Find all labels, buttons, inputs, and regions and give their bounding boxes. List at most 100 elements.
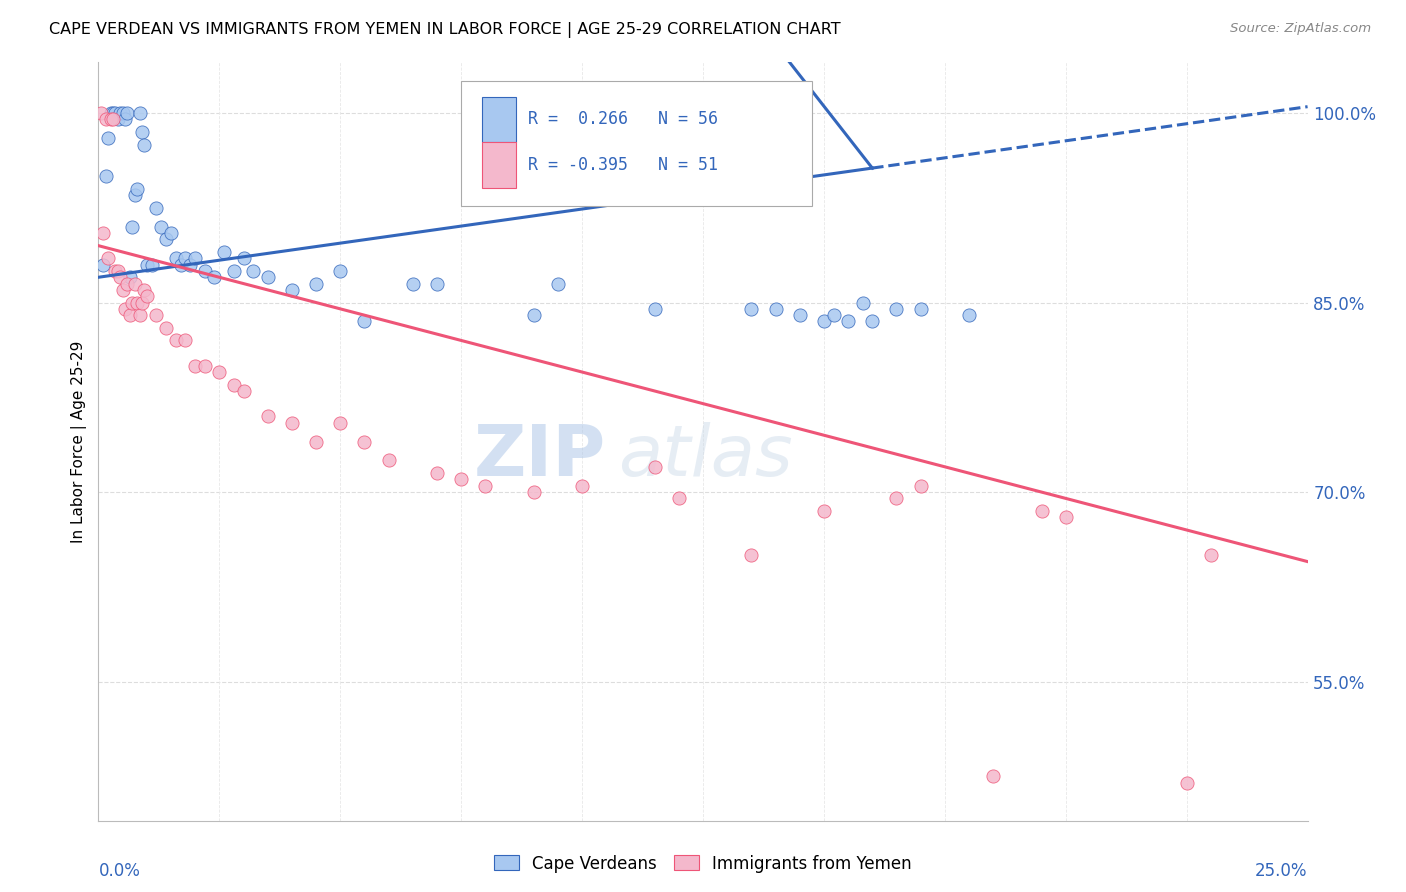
Point — [104, 264, 127, 278]
Point — [121, 295, 143, 310]
Point — [813, 504, 835, 518]
Point — [194, 264, 217, 278]
Point — [886, 301, 908, 316]
Point — [571, 479, 593, 493]
Point — [1175, 776, 1198, 790]
Point — [474, 479, 496, 493]
Point — [981, 769, 1004, 783]
Point — [184, 252, 207, 266]
Point — [281, 283, 304, 297]
Point — [765, 301, 787, 316]
Point — [547, 277, 569, 291]
Point — [134, 137, 156, 152]
Y-axis label: In Labor Force | Age 25-29: In Labor Force | Age 25-29 — [72, 341, 87, 542]
Legend: Cape Verdeans, Immigrants from Yemen: Cape Verdeans, Immigrants from Yemen — [488, 848, 918, 880]
Point — [90, 106, 112, 120]
Point — [256, 409, 278, 424]
Point — [127, 182, 149, 196]
Point — [111, 106, 134, 120]
Point — [1199, 548, 1222, 563]
Point — [523, 308, 546, 322]
Text: 25.0%: 25.0% — [1256, 863, 1308, 880]
FancyBboxPatch shape — [482, 142, 516, 187]
Point — [135, 289, 157, 303]
Point — [150, 219, 173, 234]
Point — [118, 308, 141, 322]
Point — [184, 359, 207, 373]
Point — [1031, 504, 1053, 518]
Point — [145, 308, 167, 322]
Point — [128, 106, 150, 120]
Point — [100, 106, 122, 120]
Point — [141, 258, 163, 272]
Point — [107, 112, 129, 127]
Point — [740, 301, 762, 316]
Point — [426, 466, 449, 480]
Point — [94, 112, 117, 127]
Point — [823, 308, 845, 322]
Point — [668, 491, 690, 506]
Point — [135, 258, 157, 272]
Point — [118, 270, 141, 285]
Point — [97, 131, 120, 145]
Point — [104, 106, 127, 120]
Point — [222, 264, 245, 278]
Point — [111, 283, 134, 297]
Point — [222, 377, 245, 392]
Point — [100, 112, 122, 127]
Point — [860, 314, 883, 328]
Point — [114, 112, 136, 127]
Text: Source: ZipAtlas.com: Source: ZipAtlas.com — [1230, 22, 1371, 36]
Point — [155, 321, 177, 335]
Point — [212, 244, 235, 259]
Text: R = -0.395   N = 51: R = -0.395 N = 51 — [527, 156, 717, 174]
FancyBboxPatch shape — [461, 81, 811, 207]
Point — [957, 308, 980, 322]
Point — [108, 106, 131, 120]
Point — [813, 314, 835, 328]
Point — [128, 308, 150, 322]
Text: CAPE VERDEAN VS IMMIGRANTS FROM YEMEN IN LABOR FORCE | AGE 25-29 CORRELATION CHA: CAPE VERDEAN VS IMMIGRANTS FROM YEMEN IN… — [49, 22, 841, 38]
Point — [789, 308, 811, 322]
Point — [644, 459, 666, 474]
Point — [117, 106, 139, 120]
Point — [232, 252, 254, 266]
Point — [124, 277, 146, 291]
Point — [232, 384, 254, 398]
Point — [131, 125, 153, 139]
Point — [281, 416, 304, 430]
Point — [97, 252, 120, 266]
Point — [165, 334, 187, 348]
Point — [305, 277, 328, 291]
Point — [305, 434, 328, 449]
Text: R =  0.266   N = 56: R = 0.266 N = 56 — [527, 111, 717, 128]
Point — [91, 258, 114, 272]
Point — [256, 270, 278, 285]
Point — [108, 270, 131, 285]
Text: 0.0%: 0.0% — [98, 863, 141, 880]
Point — [837, 314, 859, 328]
Point — [740, 548, 762, 563]
Point — [145, 201, 167, 215]
Point — [1054, 510, 1077, 524]
FancyBboxPatch shape — [482, 96, 516, 142]
Point — [155, 232, 177, 246]
Point — [377, 453, 399, 467]
Point — [174, 334, 197, 348]
Point — [179, 258, 201, 272]
Point — [101, 112, 124, 127]
Point — [169, 258, 191, 272]
Point — [160, 226, 183, 240]
Point — [523, 485, 546, 500]
Point — [329, 416, 352, 430]
Point — [107, 264, 129, 278]
Point — [644, 301, 666, 316]
Point — [131, 295, 153, 310]
Point — [852, 295, 875, 310]
Point — [910, 301, 932, 316]
Point — [174, 252, 197, 266]
Point — [194, 359, 217, 373]
Point — [134, 283, 156, 297]
Point — [114, 301, 136, 316]
Point — [91, 226, 114, 240]
